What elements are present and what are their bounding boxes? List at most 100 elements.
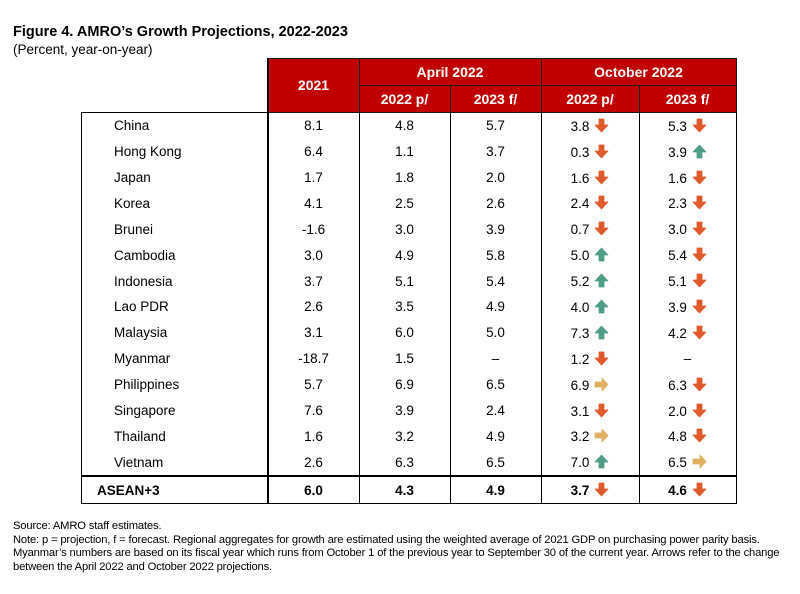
table-row: Singapore 7.6 3.9 2.4 3.1 2.0 (81, 397, 737, 424)
arrow-down-icon (692, 195, 707, 210)
arrow-up-icon (594, 273, 609, 288)
value-october-2022p-cell: 1.6 (540, 164, 640, 191)
country-name-cell: China (81, 111, 268, 139)
value-2021: 6.0 (304, 482, 323, 498)
country-name-cell: Japan (81, 164, 268, 191)
value-october-2023f: 4.8 (668, 429, 687, 445)
value-2021: 5.7 (304, 377, 323, 393)
value-april-2022p-cell: 3.0 (358, 216, 451, 243)
arrow-right-icon (594, 428, 609, 443)
value-october-2023f: 6.3 (668, 377, 687, 393)
arrow-down-icon (692, 247, 707, 262)
value-october-2022p-cell: 0.3 (540, 138, 640, 165)
value-october-2023f-cell: 5.3 (638, 111, 737, 139)
country-name: Thailand (114, 428, 166, 444)
country-name-cell: Singapore (81, 397, 268, 424)
value-october-2023f-cell: 3.9 (638, 294, 737, 320)
country-name: Malaysia (114, 325, 168, 341)
value-october-2023f: 3.0 (668, 222, 687, 238)
value-october-2023f: 4.2 (668, 325, 687, 341)
table-row: Korea 4.1 2.5 2.6 2.4 2.3 (81, 190, 737, 217)
header-april-2022p: 2022 p/ (358, 84, 451, 113)
value-2021-cell: 1.7 (266, 164, 360, 191)
country-name: Hong Kong (114, 144, 182, 160)
value-april-2023f-cell: 2.6 (449, 190, 542, 217)
country-name-cell: Myanmar (81, 345, 268, 372)
value-april-2023f: 5.0 (486, 325, 505, 341)
value-october-2023f-cell: 5.1 (638, 268, 737, 295)
country-name: China (114, 118, 150, 134)
arrow-down-icon (692, 118, 707, 133)
arrow-down-icon (594, 118, 609, 133)
table-row: China 8.1 4.8 5.7 3.8 5.3 (81, 111, 737, 139)
table-row: Brunei -1.6 3.0 3.9 0.7 3.0 (81, 216, 737, 243)
value-april-2022p: 3.5 (395, 299, 414, 315)
value-2021-cell: 6.0 (266, 475, 360, 505)
source-note: Source: AMRO staff estimates. (13, 520, 162, 532)
arrow-down-icon (692, 325, 707, 340)
table-row: Malaysia 3.1 6.0 5.0 7.3 4.2 (81, 319, 737, 346)
value-april-2023f: 5.7 (486, 118, 505, 134)
value-october-2023f: 3.9 (668, 144, 687, 160)
value-october-2023f-cell: 4.2 (638, 319, 737, 346)
country-name: Cambodia (114, 247, 176, 263)
country-name: Vietnam (114, 454, 164, 470)
value-october-2023f-cell: 6.3 (638, 371, 737, 398)
country-name: Myanmar (114, 351, 171, 367)
value-april-2023f-cell: 5.8 (449, 242, 542, 269)
country-name: Brunei (114, 221, 154, 237)
value-april-2022p-cell: 5.1 (358, 268, 451, 295)
value-october-2023f-cell: 1.6 (638, 164, 737, 191)
value-april-2022p-cell: 3.2 (358, 423, 451, 450)
value-october-2022p-cell: 1.2 (540, 345, 640, 372)
value-2021: 2.6 (304, 454, 323, 470)
value-2021-cell: 2.6 (266, 449, 360, 477)
value-october-2022p: 3.8 (570, 118, 590, 134)
value-october-2022p: 7.0 (570, 455, 590, 471)
value-2021-cell: 6.4 (266, 138, 360, 165)
value-april-2023f-cell: 3.7 (449, 138, 542, 165)
value-october-2023f: 2.3 (668, 196, 687, 212)
arrow-down-icon (692, 299, 707, 314)
value-2021-cell: 7.6 (266, 397, 360, 424)
value-2021: 6.4 (304, 144, 323, 160)
value-april-2022p: 1.1 (395, 144, 414, 160)
value-april-2023f: 3.7 (486, 144, 505, 160)
country-name: ASEAN+3 (97, 482, 160, 498)
value-april-2022p-cell: 3.5 (358, 294, 451, 320)
value-2021-cell: 8.1 (266, 111, 360, 139)
value-april-2022p-cell: 4.3 (358, 475, 451, 505)
country-name-cell: ASEAN+3 (81, 475, 268, 505)
value-2021: 1.6 (304, 428, 323, 444)
value-october-2022p: 0.7 (570, 222, 590, 238)
value-2021-cell: 5.7 (266, 371, 360, 398)
table-row: Myanmar -18.7 1.5 – 1.2 – (81, 345, 737, 372)
value-april-2022p-cell: 4.9 (358, 242, 451, 269)
value-october-2023f-cell: 5.4 (638, 242, 737, 269)
value-october-2023f: 4.6 (668, 483, 687, 499)
arrow-down-icon (692, 377, 707, 392)
value-april-2022p: 6.3 (395, 454, 414, 470)
value-april-2023f: 2.6 (486, 195, 505, 211)
value-april-2022p-cell: 1.1 (358, 138, 451, 165)
figure-subtitle: (Percent, year-on-year) (13, 42, 153, 57)
total-row: ASEAN+3 6.0 4.3 4.9 3.7 4.6 (81, 475, 737, 505)
value-2021: 3.0 (304, 247, 323, 263)
methodology-note: Note: p = projection, f = forecast. Regi… (13, 533, 780, 573)
value-october-2023f-cell: 3.0 (638, 216, 737, 243)
value-2021: 1.7 (304, 170, 323, 185)
country-name: Lao PDR (114, 299, 169, 315)
arrow-down-icon (692, 428, 707, 443)
value-october-2022p: 1.6 (570, 170, 590, 186)
value-april-2022p: 3.9 (395, 403, 414, 419)
header-blank (81, 58, 268, 113)
value-october-2022p-cell: 3.7 (540, 475, 640, 505)
value-october-2023f: 3.9 (668, 299, 687, 315)
value-2021: 3.1 (304, 325, 323, 341)
value-april-2023f-cell: 2.0 (449, 164, 542, 191)
arrow-up-icon (594, 454, 609, 469)
header-group-october-2022: October 2022 (540, 58, 737, 86)
country-name-cell: Cambodia (81, 242, 268, 269)
value-april-2023f-cell: 5.7 (449, 111, 542, 139)
value-april-2023f-cell: – (449, 345, 542, 372)
